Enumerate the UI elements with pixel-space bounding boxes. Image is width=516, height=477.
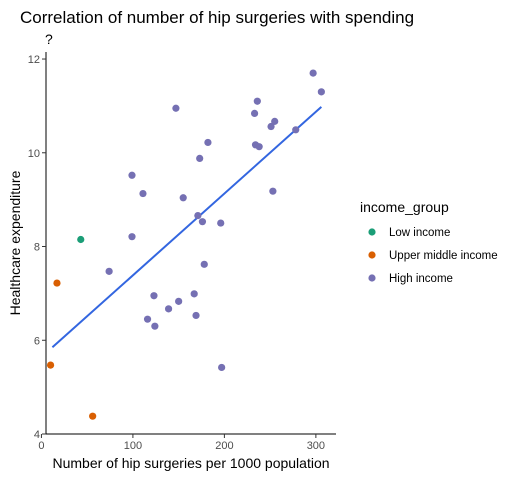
data-point [253,97,261,105]
data-point [250,109,259,118]
data-point [105,267,113,275]
x-tick-label: 300 [307,440,325,452]
data-point [255,143,263,151]
y-axis-title: Healthcare expenditure [7,170,23,315]
x-axis: 0 100 200 300 [38,433,336,452]
data-point [218,363,226,372]
y-tick-label: 6 [34,335,40,347]
x-axis-title: Number of hip surgeries per 1000 populat… [52,455,329,471]
y-tick-label: 10 [28,148,40,160]
data-point [267,122,275,131]
chart-title: Correlation of number of hip surgeries w… [20,8,414,27]
data-point [172,104,180,112]
data-point [128,233,136,241]
y-axis: 4 6 8 10 12 [28,52,47,441]
legend-key [368,228,376,236]
legend-label: Low income [389,227,450,239]
legend-title: income_group [360,199,449,215]
data-point [196,154,204,162]
x-tick-label: 200 [215,440,233,452]
x-tick-label: 100 [124,440,142,452]
data-point [194,211,202,220]
chart-subtitle: ? [45,31,53,47]
data-point [53,279,61,287]
data-point [139,189,147,198]
data-point [77,235,85,244]
data-point [151,322,159,330]
y-tick-label: 4 [34,429,40,441]
data-point [46,361,55,369]
legend-label: High income [389,273,453,285]
data-point [164,305,173,313]
data-point [192,311,200,320]
data-point [179,194,187,202]
trend-line [51,106,323,349]
data-point [89,412,97,420]
data-point [198,218,207,226]
data-point [190,290,198,298]
legend-key [368,251,376,259]
data-point [204,138,212,147]
data-point [317,88,325,96]
data-point [309,69,317,77]
data-point [175,297,183,305]
data-point [271,117,279,125]
data-point [150,292,158,300]
data-point [200,260,208,268]
plot-area [46,69,325,420]
data-point [128,171,136,179]
data-point [269,187,277,195]
x-tick-label: 0 [38,440,44,452]
legend: income_group Low income Upper middle inco… [360,199,498,285]
legend-key [368,274,376,282]
y-tick-label: 8 [34,242,40,254]
data-point [217,219,225,227]
data-point [143,315,152,323]
y-tick-label: 12 [28,54,40,66]
data-point [292,126,300,134]
legend-label: Upper middle income [389,250,498,262]
